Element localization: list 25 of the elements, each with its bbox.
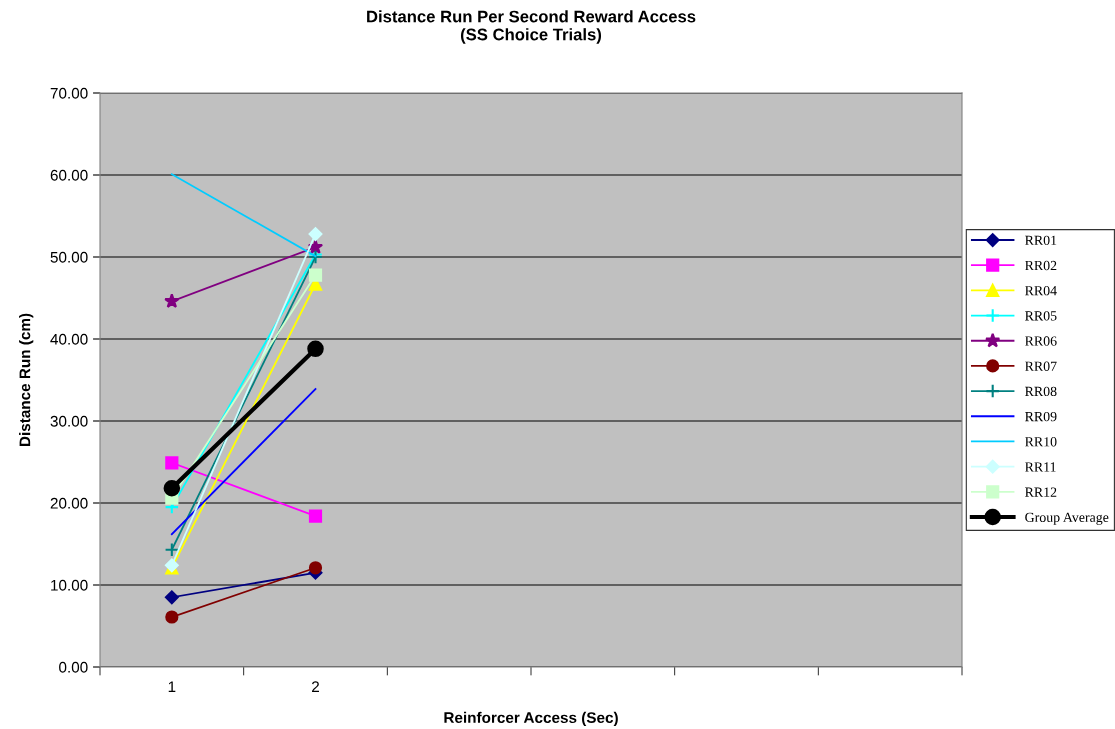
y-axis-title: Distance Run (cm)	[19, 313, 34, 447]
legend-label: RR07	[1025, 361, 1057, 371]
y-tick-label: 20.00	[50, 497, 88, 509]
x-axis-title: Reinforcer Access (Sec)	[444, 711, 618, 727]
y-tick-label: 70.00	[50, 87, 88, 99]
y-tick-label: 0.00	[59, 661, 88, 673]
x-tick-label: 1	[168, 681, 176, 692]
legend-label: Group Average	[1025, 512, 1109, 525]
legend-label: RR04	[1025, 286, 1057, 296]
legend-label: RR12	[1025, 487, 1057, 497]
chart-title: Distance Run Per Second Reward Access (SS Choice Trials)	[367, 10, 696, 44]
legend-label: RR01	[1025, 235, 1057, 246]
legend-label: RR02	[1025, 260, 1057, 271]
legend-label: RR08	[1025, 386, 1057, 397]
y-tick-label: 30.00	[50, 415, 88, 427]
y-tick-label: 60.00	[50, 169, 88, 181]
x-tick-label: 2	[312, 681, 319, 692]
y-tick-label: 10.00	[51, 579, 88, 591]
legend-label: RR06	[1025, 336, 1057, 346]
legend-label: RR10	[1025, 437, 1057, 447]
legend-label: RR05	[1025, 311, 1057, 321]
legend-label: RR11	[1025, 462, 1056, 472]
y-tick-label: 50.00	[50, 251, 88, 263]
y-tick-label: 40.00	[50, 333, 88, 345]
legend-label: RR09	[1025, 411, 1057, 422]
